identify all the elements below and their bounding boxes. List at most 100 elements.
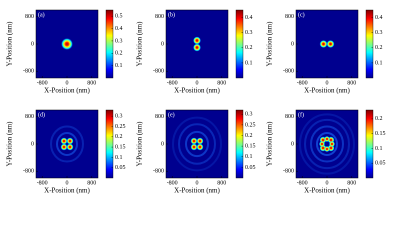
y-tick-label: 0 — [31, 141, 34, 147]
panel-label: (b) — [168, 11, 175, 18]
intensity-spot — [326, 40, 335, 48]
intensity-spot — [196, 143, 204, 151]
x-tick-label: -800 — [167, 80, 178, 86]
y-tick-label: 0 — [291, 41, 294, 47]
x-tick-label: 0 — [196, 80, 199, 86]
intensity-spot — [60, 143, 68, 151]
heatmap-background — [36, 110, 98, 178]
colorbar-tick-label: 0.3 — [115, 38, 123, 44]
y-tick-label: 0 — [161, 141, 164, 147]
y-tick-label: 0 — [291, 141, 294, 147]
y-axis-label: Y-Position (nm) — [136, 21, 144, 67]
heatmap-background — [296, 110, 358, 178]
intensity-ring — [185, 130, 209, 158]
y-tick-label: -800 — [23, 69, 34, 75]
x-tick-label: 800 — [347, 180, 356, 186]
colorbar-tick-label: 0.05 — [245, 165, 256, 171]
x-axis-label: X-Position (nm) — [174, 187, 220, 195]
y-tick-label: -800 — [283, 69, 294, 75]
panel-label: (c) — [298, 11, 305, 18]
intensity-spot — [60, 137, 68, 145]
y-axis-label: Y-Position (nm) — [136, 121, 144, 167]
intensity-spot — [324, 136, 330, 142]
intensity-ring — [304, 118, 350, 170]
colorbar-tick-label: 0.3 — [115, 114, 123, 120]
y-axis-label: Y-Position (nm) — [6, 21, 14, 67]
intensity-spot — [319, 40, 328, 48]
colorbar-tick-label: 0.1 — [245, 60, 253, 66]
x-tick-label: -800 — [167, 180, 178, 186]
intensity-spot — [190, 137, 198, 145]
y-tick-label: -800 — [283, 169, 294, 175]
intensity-spot — [66, 137, 74, 145]
x-axis-label: X-Position (nm) — [304, 187, 350, 195]
colorbar-tick-label: 0.1 — [115, 155, 123, 161]
colorbar-tick-label: 0.2 — [245, 45, 253, 51]
colorbar-tick-label: 0.1 — [115, 63, 123, 69]
colorbar — [105, 109, 114, 179]
x-tick-label: 800 — [87, 180, 96, 186]
colorbar-tick-label: 0.25 — [115, 124, 126, 130]
colorbar-tick-label: 0.5 — [115, 14, 123, 20]
colorbar — [105, 9, 114, 79]
x-tick-label: 0 — [326, 180, 329, 186]
panel-label: (e) — [168, 111, 175, 118]
colorbar-tick-label: 0.3 — [375, 30, 383, 36]
colorbar-tick-label: 0.2 — [115, 134, 123, 140]
colorbar-tick-label: 0.15 — [375, 131, 386, 137]
intensity-spot — [324, 146, 330, 152]
y-axis-label: Y-Position (nm) — [6, 121, 14, 167]
panel-label: (a) — [38, 11, 45, 18]
x-tick-label: -800 — [37, 180, 48, 186]
y-tick-label: 800 — [25, 114, 34, 120]
x-tick-label: -800 — [37, 80, 48, 86]
intensity-ring — [316, 132, 338, 156]
colorbar-tick-label: 0.05 — [375, 161, 386, 167]
colorbar-tick-label: 0.15 — [115, 144, 126, 150]
colorbar — [365, 109, 374, 179]
colorbar-tick-label: 0.25 — [245, 122, 256, 128]
intensity-spot — [61, 38, 73, 50]
intensity-ring — [172, 116, 222, 172]
colorbar-tick-label: 0.3 — [245, 30, 253, 36]
intensity-ring — [56, 132, 78, 156]
colorbar-tick-label: 0.3 — [245, 112, 253, 118]
colorbar — [235, 9, 244, 79]
x-axis-label: X-Position (nm) — [174, 87, 220, 95]
panel-label: (d) — [38, 111, 45, 118]
x-tick-label: -800 — [297, 180, 308, 186]
y-tick-label: 0 — [161, 41, 164, 47]
y-tick-label: -800 — [153, 69, 164, 75]
intensity-spot — [190, 143, 198, 151]
y-axis-label: Y-Position (nm) — [266, 121, 274, 167]
x-tick-label: 0 — [66, 180, 69, 186]
intensity-spot — [319, 141, 325, 147]
panel-label: (f) — [298, 111, 304, 118]
x-tick-label: 0 — [326, 80, 329, 86]
x-tick-label: 800 — [347, 80, 356, 86]
x-tick-label: 0 — [66, 80, 69, 86]
x-tick-label: 800 — [217, 180, 226, 186]
x-tick-label: -800 — [297, 80, 308, 86]
colorbar-tick-label: 0.4 — [245, 15, 253, 21]
x-axis-label: X-Position (nm) — [44, 187, 90, 195]
y-tick-label: 800 — [285, 14, 294, 20]
colorbar-tick-label: 0.2 — [375, 116, 383, 122]
colorbar — [365, 9, 374, 79]
y-tick-label: 800 — [155, 114, 164, 120]
y-tick-label: 0 — [31, 41, 34, 47]
x-axis-label: X-Position (nm) — [304, 87, 350, 95]
colorbar-tick-label: 0.1 — [245, 154, 253, 160]
colorbar-tick-label: 0.1 — [375, 60, 383, 66]
y-tick-label: 800 — [25, 14, 34, 20]
intensity-spot — [196, 137, 204, 145]
colorbar-tick-label: 0.4 — [115, 26, 123, 32]
intensity-spot — [193, 36, 201, 45]
intensity-spot — [193, 43, 201, 52]
colorbar-tick-label: 0.2 — [375, 45, 383, 51]
x-tick-label: 800 — [217, 80, 226, 86]
y-tick-label: -800 — [153, 169, 164, 175]
colorbar-tick-label: 0.2 — [115, 51, 123, 57]
y-tick-label: 800 — [155, 14, 164, 20]
